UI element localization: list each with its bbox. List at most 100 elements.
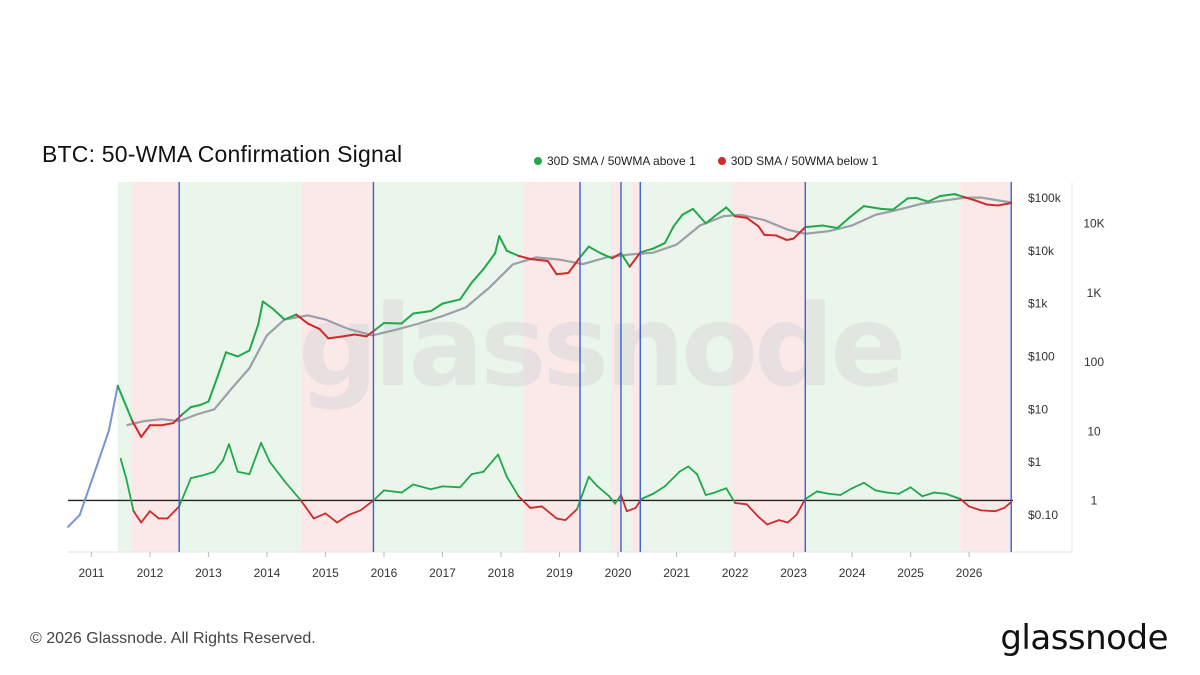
ratio-segment: [897, 486, 912, 495]
ratio-segment: [757, 515, 769, 526]
price-segment: [505, 249, 520, 257]
ratio-segment: [696, 473, 707, 496]
ratio-segment: [944, 492, 962, 500]
regime-band-below: [131, 182, 180, 552]
ratio-segment: [213, 459, 224, 473]
price-segment: [785, 237, 795, 241]
ratio-tick-label: 1K: [1087, 286, 1102, 300]
price-segment: [704, 215, 716, 225]
price-segment: [927, 195, 941, 203]
ratio-segment: [441, 485, 461, 489]
ratio-segment: [596, 485, 611, 498]
price-segment: [412, 310, 432, 315]
ratio-segment: [459, 473, 473, 489]
legend-item-above[interactable]: 30D SMA / 50WMA above 1: [534, 154, 696, 168]
x-tick-label: 2020: [605, 566, 632, 580]
price-segment: [517, 254, 532, 260]
price-segment: [295, 313, 309, 325]
price-segment: [306, 322, 321, 331]
ratio-segment: [555, 517, 567, 522]
x-tick-label: 2015: [312, 566, 339, 580]
ratio-segment: [909, 486, 924, 498]
legend-dot-below: [717, 157, 726, 165]
ratio-segment: [745, 503, 760, 518]
brand-logo: glassnode: [1000, 618, 1168, 658]
regime-band-above: [805, 182, 961, 552]
price-segment: [283, 313, 298, 321]
ratio-segment: [429, 485, 444, 491]
ratio-tick-label: 1: [1091, 493, 1098, 507]
ratio-segment: [620, 494, 628, 513]
ratio-segment: [959, 498, 971, 508]
regime-band-below: [523, 182, 580, 552]
price-segment: [848, 205, 865, 219]
legend-label-above: 30D SMA / 50WMA above 1: [547, 154, 696, 168]
price-segment: [713, 206, 728, 218]
price-segment: [78, 488, 90, 517]
price-segment: [181, 406, 192, 416]
price-segment: [271, 307, 286, 321]
chart-title: BTC: 50-WMA Confirmation Signal: [42, 141, 403, 167]
price-segment: [836, 216, 851, 229]
ratio-tick-label: 10: [1087, 424, 1101, 438]
price-tick-label: $1: [1028, 455, 1042, 469]
regime-band-below: [611, 182, 621, 552]
price-segment: [116, 384, 125, 402]
ratio-segment: [851, 481, 865, 490]
ratio-segment: [839, 487, 853, 496]
ratio-segment: [614, 494, 622, 505]
x-tick-label: 2018: [488, 566, 515, 580]
ratio-segment: [827, 492, 842, 496]
price-segment: [997, 202, 1013, 207]
legend-label-below: 30D SMA / 50WMA below 1: [730, 154, 879, 168]
price-segment: [318, 328, 330, 340]
ratio-segment: [149, 510, 160, 520]
ratio-segment: [541, 505, 558, 520]
regime-band-above: [640, 182, 733, 552]
price-segment: [207, 376, 219, 403]
ratio-segment: [968, 505, 982, 512]
price-segment: [87, 463, 99, 491]
chart-legend: 30D SMA / 50WMA above 1 30D SMA / 50WMA …: [534, 154, 878, 168]
ratio-segment: [497, 453, 508, 478]
price-segment: [611, 252, 622, 260]
price-segment: [962, 195, 976, 202]
ratio-segment: [505, 475, 520, 498]
price-segment: [400, 312, 415, 325]
ratio-segment: [921, 491, 935, 498]
price-segment: [189, 404, 201, 409]
ratio-segment: [222, 443, 230, 462]
price-segment: [880, 207, 895, 211]
ratio-segment: [140, 510, 151, 524]
price-segment: [681, 207, 694, 216]
ratio-segment: [933, 491, 947, 495]
ratio-segment: [412, 483, 432, 491]
ratio-segment: [132, 510, 143, 524]
x-tick-label: 2024: [839, 566, 866, 580]
price-segment: [672, 213, 684, 228]
price-segment: [763, 233, 778, 237]
ratio-segment: [260, 441, 271, 463]
ratio-segment: [248, 441, 262, 476]
price-segment: [470, 268, 485, 284]
price-segment: [691, 207, 707, 225]
ratio-segment: [482, 453, 499, 473]
ratio-segment: [576, 475, 590, 511]
ratio-segment: [283, 480, 302, 502]
price-segment: [198, 400, 210, 407]
x-tick-label: 2017: [429, 566, 456, 580]
price-segment: [804, 224, 824, 229]
ratio-segment: [517, 495, 532, 509]
ratio-segment: [201, 470, 216, 477]
ratio-segment: [372, 489, 385, 502]
price-segment: [546, 260, 558, 276]
ratio-segment: [336, 513, 350, 524]
ratio-segment: [795, 498, 807, 516]
ratio-segment: [816, 490, 830, 495]
price-tick-label: $100: [1028, 349, 1055, 363]
x-tick-label: 2013: [195, 566, 222, 580]
legend-item-below[interactable]: 30D SMA / 50WMA below 1: [717, 154, 879, 168]
x-tick-label: 2021: [663, 566, 690, 580]
price-segment: [261, 300, 274, 310]
